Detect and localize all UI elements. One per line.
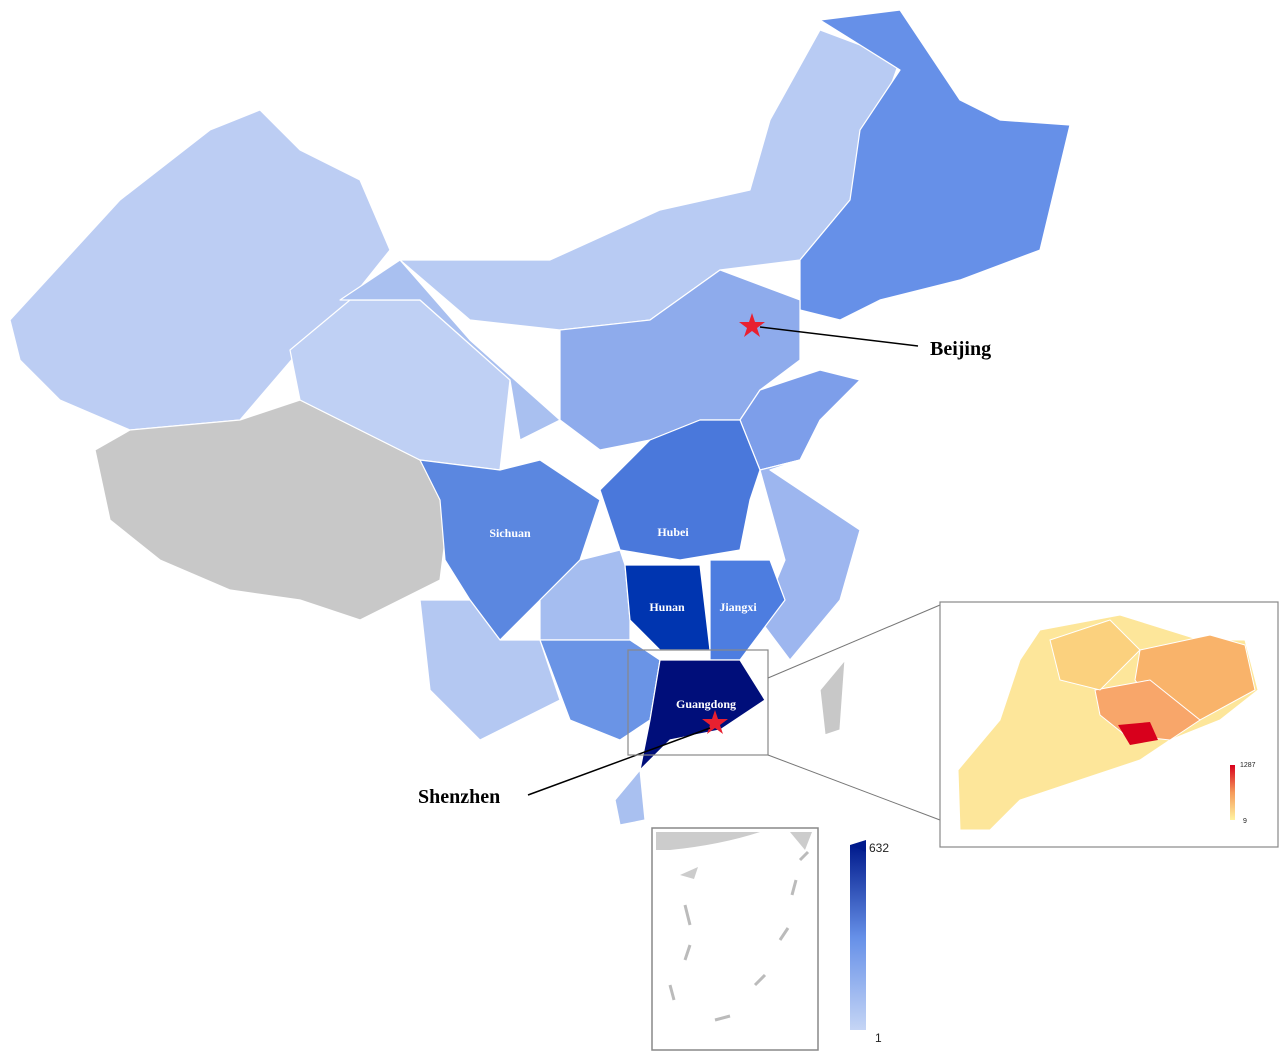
land bbox=[790, 832, 812, 850]
provinces bbox=[9, 9, 1071, 826]
island bbox=[680, 867, 698, 879]
east-coast bbox=[759, 459, 861, 661]
inset-legend-max: 1287 bbox=[1240, 762, 1256, 769]
gansu bbox=[339, 259, 561, 441]
province-label: Jiangxi bbox=[719, 600, 757, 614]
guangdong bbox=[639, 659, 766, 771]
legend-max: 632 bbox=[869, 841, 889, 855]
hainan bbox=[614, 769, 646, 826]
zoom-line bbox=[767, 604, 941, 679]
province-label: Guangdong bbox=[676, 697, 736, 711]
inset-frame bbox=[651, 827, 819, 1051]
leader-line bbox=[759, 326, 919, 347]
inset-region bbox=[1118, 722, 1158, 745]
province-label: Sichuan bbox=[489, 526, 531, 540]
dash-line bbox=[668, 850, 810, 1022]
south-china-sea-inset bbox=[651, 827, 819, 1051]
leader-line bbox=[527, 727, 711, 796]
hubei bbox=[599, 419, 761, 561]
zoom-box bbox=[627, 649, 769, 756]
inset-region bbox=[1049, 619, 1141, 691]
legend-bar bbox=[850, 845, 866, 1030]
inset-guangdong: 1287 9 bbox=[939, 601, 1279, 848]
province-label: Hubei bbox=[657, 525, 689, 539]
legend-cap bbox=[850, 840, 866, 852]
city-label: Beijing bbox=[930, 338, 991, 360]
northeast bbox=[799, 9, 1071, 321]
jiangxi bbox=[709, 559, 786, 661]
inset-legend-min: 9 bbox=[1243, 818, 1247, 825]
province-label: Hunan bbox=[649, 600, 685, 614]
yunnan bbox=[419, 599, 561, 741]
zoom-line bbox=[767, 754, 941, 821]
guangxi bbox=[539, 639, 661, 741]
shenzhen-star bbox=[702, 710, 728, 734]
beijing-star bbox=[739, 313, 765, 337]
tibet bbox=[94, 399, 451, 621]
land bbox=[656, 832, 760, 850]
taiwan bbox=[819, 659, 846, 736]
inset-legend-bar bbox=[1230, 765, 1235, 820]
legend-min: 1 bbox=[875, 1031, 882, 1045]
city-label: Shenzhen bbox=[418, 786, 500, 808]
